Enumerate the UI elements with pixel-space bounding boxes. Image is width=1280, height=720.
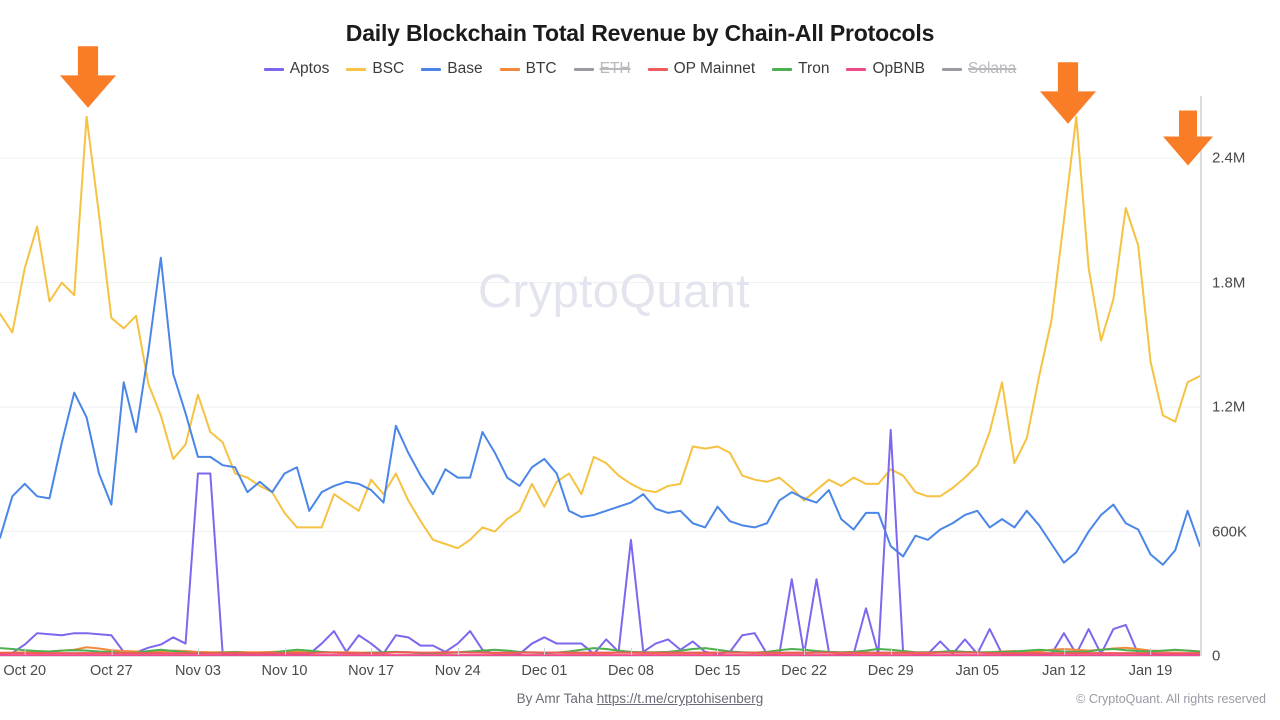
- legend-item-label: BTC: [525, 60, 557, 77]
- x-tick: Dec 15: [694, 648, 741, 679]
- x-tick: Dec 22: [781, 648, 828, 679]
- x-tick: Nov 10: [261, 648, 308, 679]
- x-tick-mark: [457, 648, 459, 655]
- x-tick: Nov 17: [348, 648, 395, 679]
- x-tick-label: Dec 08: [607, 663, 654, 679]
- legend-color-swatch: [263, 67, 284, 71]
- x-tick-label: Dec 01: [521, 663, 568, 679]
- series-line-aptos: [0, 430, 1200, 654]
- chart-svg: [0, 96, 1200, 656]
- legend-item-tron[interactable]: Tron: [772, 60, 829, 78]
- x-tick-label: Nov 24: [434, 663, 481, 679]
- legend-item-eth[interactable]: ETH: [573, 60, 631, 78]
- legend-item-aptos[interactable]: Aptos: [263, 60, 330, 78]
- y-axis-line: [1200, 96, 1202, 656]
- y-tick-label: 2.4M: [1212, 149, 1246, 167]
- y-tick-label: 1.8M: [1212, 274, 1246, 292]
- x-tick-mark: [371, 648, 373, 655]
- legend-color-swatch: [772, 67, 793, 71]
- legend-color-swatch: [499, 67, 520, 71]
- x-tick-label: Nov 17: [348, 663, 395, 679]
- legend-item-label: Aptos: [289, 60, 330, 77]
- x-tick-label: Jan 12: [1042, 663, 1086, 679]
- x-tick-mark: [804, 648, 806, 655]
- plot-area: CryptoQuant: [0, 96, 1200, 656]
- x-axis-line: [0, 656, 1200, 657]
- y-tick-label: 1.2M: [1212, 398, 1246, 416]
- x-tick-mark: [111, 648, 113, 655]
- legend-item-label: BSC: [372, 60, 405, 77]
- series-line-base: [0, 258, 1200, 565]
- x-tick-mark: [24, 648, 26, 655]
- x-tick-mark: [717, 648, 719, 655]
- legend-color-swatch: [346, 67, 367, 71]
- x-tick: Jan 05: [955, 648, 1000, 679]
- x-tick-mark: [1063, 648, 1065, 655]
- footer-author: By Amr Taha: [516, 691, 597, 706]
- legend-item-opbnb[interactable]: OpBNB: [846, 60, 925, 78]
- legend-color-swatch: [647, 67, 668, 71]
- series-line-op-mainnet: [0, 652, 1200, 653]
- x-tick-label: Oct 20: [3, 663, 47, 679]
- x-tick: Nov 24: [434, 648, 481, 679]
- x-tick-label: Dec 29: [867, 663, 914, 679]
- legend-color-swatch: [942, 67, 963, 71]
- x-tick: Jan 12: [1042, 648, 1086, 679]
- legend-color-swatch: [421, 67, 442, 71]
- x-tick-label: Dec 22: [781, 663, 828, 679]
- x-tick: Jan 19: [1128, 648, 1173, 679]
- x-tick-label: Jan 19: [1128, 663, 1173, 679]
- x-tick-mark: [197, 648, 199, 655]
- legend-item-solana[interactable]: Solana: [942, 60, 1016, 78]
- legend-item-label: Solana: [968, 60, 1017, 77]
- x-tick-mark: [890, 648, 892, 655]
- y-axis-ticks: 0 600K 1.2M 1.8M 2.4M: [1212, 96, 1280, 665]
- footer-telegram-link[interactable]: https://t.me/cryptohisenberg: [596, 691, 764, 706]
- x-tick-mark: [977, 648, 979, 655]
- x-tick-mark: [544, 648, 546, 655]
- legend-color-swatch: [573, 67, 594, 71]
- x-tick-label: Nov 03: [174, 663, 221, 679]
- x-axis-ticks: Oct 20 Oct 27 Nov 03 Nov 10 Nov 17 Nov 24 Dec …: [0, 648, 1200, 682]
- legend-item-op-mainnet[interactable]: OP Mainnet: [647, 60, 756, 78]
- legend-item-label: Base: [447, 60, 483, 77]
- y-tick-label: 0: [1212, 647, 1221, 665]
- legend-item-label: ETH: [599, 60, 631, 77]
- legend-item-bsc[interactable]: BSC: [346, 60, 404, 78]
- x-tick-label: Dec 15: [694, 663, 741, 679]
- x-tick: Dec 29: [867, 648, 914, 679]
- footer-credit: By Amr Taha https://t.me/cryptohisenberg: [0, 691, 1280, 706]
- legend-item-btc[interactable]: BTC: [499, 60, 557, 78]
- x-tick: Dec 08: [607, 648, 654, 679]
- x-tick-label: Oct 27: [89, 663, 133, 679]
- x-tick-mark: [284, 648, 286, 655]
- x-tick-label: Jan 05: [955, 663, 1000, 679]
- series-line-bsc: [0, 117, 1200, 548]
- y-tick-label: 600K: [1212, 523, 1248, 541]
- legend-item-base[interactable]: Base: [421, 60, 483, 78]
- x-tick: Oct 20: [3, 648, 47, 679]
- x-tick: Nov 03: [174, 648, 221, 679]
- legend-item-label: Tron: [798, 60, 830, 77]
- legend-item-label: OP Mainnet: [673, 60, 756, 77]
- footer-copyright: © CryptoQuant. All rights reserved: [1076, 692, 1266, 706]
- x-tick-mark: [1150, 648, 1152, 655]
- x-tick: Oct 27: [89, 648, 133, 679]
- chart-legend: Aptos BSC Base BTC ETH OP Mainnet Tron OpBNB Sol…: [0, 60, 1280, 78]
- legend-item-label: OpBNB: [872, 60, 926, 77]
- x-tick-label: Nov 10: [261, 663, 308, 679]
- legend-color-swatch: [846, 67, 867, 71]
- x-tick-mark: [630, 648, 632, 655]
- x-tick: Dec 01: [521, 648, 568, 679]
- page-title: Daily Blockchain Total Revenue by Chain-…: [345, 20, 935, 46]
